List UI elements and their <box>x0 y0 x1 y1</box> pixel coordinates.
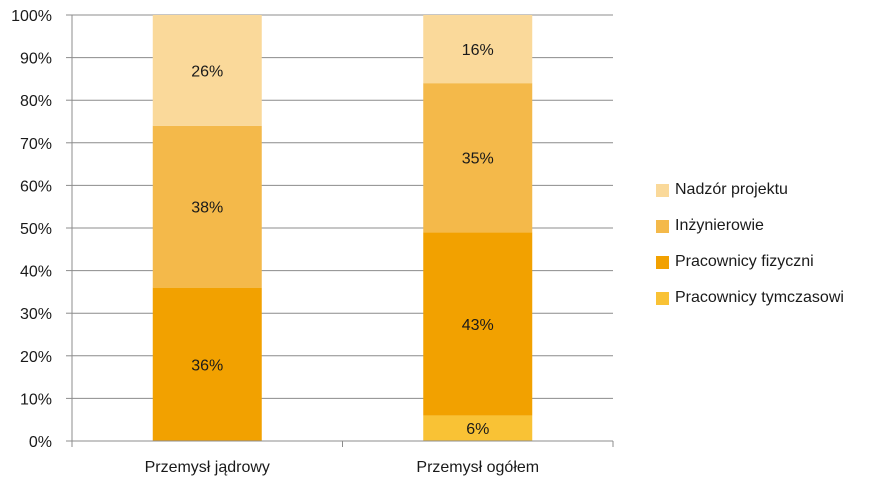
legend-item: Inżynierowie <box>656 208 844 244</box>
axes <box>66 14 614 447</box>
legend-label: Pracownicy fizyczni <box>675 253 814 270</box>
data-label: 16% <box>462 42 494 59</box>
y-tick-label: 70% <box>20 136 52 153</box>
legend-label: Inżynierowie <box>675 217 764 234</box>
data-label: 35% <box>462 151 494 168</box>
data-label: 43% <box>462 317 494 334</box>
x-tick-labels: Przemysł jądrowy Przemysł ogółem <box>145 459 540 476</box>
x-tick-label: Przemysł ogółem <box>416 459 539 476</box>
legend-label: Pracownicy tymczasowi <box>675 289 844 306</box>
y-tick-label: 10% <box>20 391 52 408</box>
legend-label: Nadzór projektu <box>675 181 788 198</box>
bar-segment <box>423 232 533 416</box>
y-tick-label: 90% <box>20 51 52 68</box>
bar-segment <box>152 287 262 441</box>
data-label: 26% <box>191 63 223 80</box>
bar-segment <box>152 125 262 288</box>
legend-item: Nadzór projektu <box>656 172 844 208</box>
legend-item: Pracownicy tymczasowi <box>656 280 844 316</box>
y-tick-label: 0% <box>29 434 52 451</box>
legend-swatch <box>656 183 669 197</box>
data-label: 38% <box>191 200 223 217</box>
data-labels: 36% 38% 26% 6% 43% 35% 16% <box>191 42 494 438</box>
legend-swatch <box>656 255 669 269</box>
bar-segment <box>423 415 533 441</box>
bar-segment <box>423 83 533 233</box>
bars <box>152 15 533 441</box>
legend-swatch <box>656 219 669 233</box>
data-label: 6% <box>466 421 489 438</box>
bar-segment <box>152 15 262 126</box>
y-tick-labels: 0% 10% 20% 30% 40% 50% 60% 70% 80% 90% 100% <box>11 8 52 451</box>
data-label: 36% <box>191 357 223 374</box>
y-tick-label: 50% <box>20 221 52 238</box>
y-tick-label: 20% <box>20 349 52 366</box>
y-tick-label: 60% <box>20 178 52 195</box>
y-tick-label: 30% <box>20 306 52 323</box>
legend: Nadzór projektu Inżynierowie Pracownicy fi… <box>656 172 844 316</box>
y-tick-label: 80% <box>20 93 52 110</box>
legend-swatch <box>656 291 669 305</box>
y-tick-label: 100% <box>11 8 52 25</box>
y-tick-label: 40% <box>20 264 52 281</box>
legend-item: Pracownicy fizyczni <box>656 244 844 280</box>
bar-segment <box>423 15 533 84</box>
x-tick-label: Przemysł jądrowy <box>145 459 270 476</box>
